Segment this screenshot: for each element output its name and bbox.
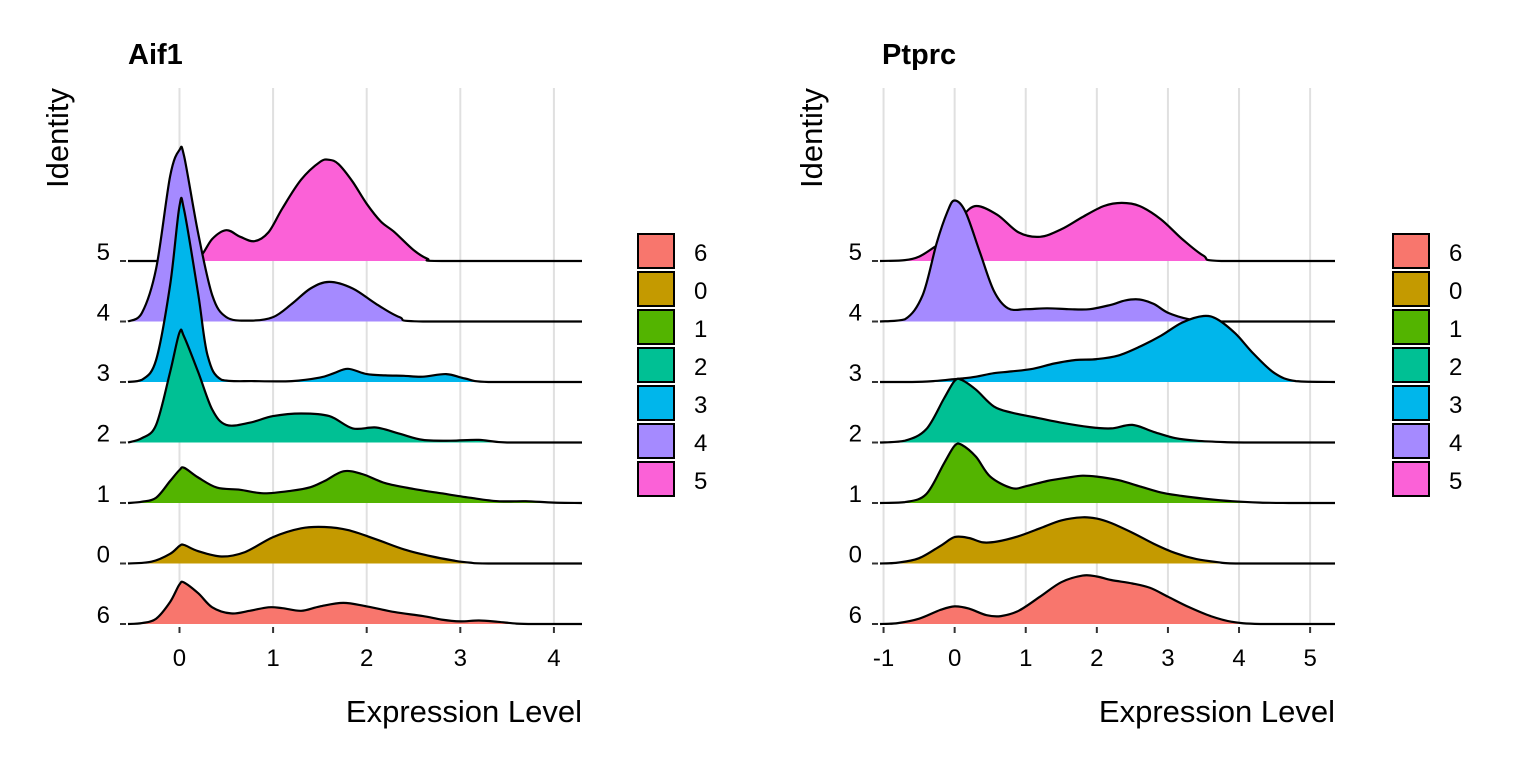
legend-key-0 bbox=[637, 271, 675, 307]
ridge-1-fill bbox=[880, 443, 1335, 503]
legend-label-4: 4 bbox=[1449, 430, 1462, 457]
legend-key-1 bbox=[637, 309, 675, 345]
ridge-6-outline bbox=[127, 580, 582, 626]
x-tick-label: 1 bbox=[266, 645, 279, 672]
ridge-4-outline bbox=[879, 199, 1335, 323]
ridge-1-outline bbox=[879, 442, 1335, 505]
x-tick-label: 3 bbox=[1161, 645, 1174, 672]
ridge-6-outline bbox=[879, 574, 1335, 626]
legend-key-2 bbox=[1392, 347, 1430, 383]
y-tick-label: 2 bbox=[849, 421, 862, 448]
ridge-5-fill bbox=[880, 202, 1335, 261]
ridge-3-fill bbox=[880, 315, 1335, 382]
ridge-1-outline bbox=[127, 466, 583, 505]
ridge-2-fill bbox=[128, 329, 582, 443]
legend-key-4 bbox=[637, 423, 675, 459]
legend-label-0: 0 bbox=[1449, 278, 1462, 305]
ridge-2 bbox=[879, 377, 1335, 444]
y-tick-label: 5 bbox=[849, 239, 862, 266]
x-tick-label: 4 bbox=[547, 645, 560, 672]
ridge-0-fill bbox=[880, 517, 1335, 564]
ridge-6 bbox=[127, 580, 582, 626]
legend-key-6 bbox=[637, 233, 675, 269]
legend-key-3 bbox=[637, 385, 675, 421]
chart-title: Aif1 bbox=[128, 39, 183, 71]
legend-label-2: 2 bbox=[1449, 354, 1462, 381]
y-tick-label: 2 bbox=[97, 421, 110, 448]
legend: 6 0 1 2 3 4 5 bbox=[637, 233, 707, 497]
y-axis-label: Identity bbox=[794, 88, 829, 188]
ridge-6-fill bbox=[880, 575, 1335, 624]
ridge-5 bbox=[128, 158, 582, 263]
legend-label-6: 6 bbox=[1449, 240, 1462, 267]
legend-key-3 bbox=[1392, 385, 1430, 421]
legend-label-0: 0 bbox=[694, 278, 707, 305]
ridge-5-fill bbox=[128, 159, 582, 261]
ridge-0 bbox=[879, 516, 1335, 565]
legend-label-1: 1 bbox=[1449, 316, 1462, 343]
legend-key-5 bbox=[1392, 461, 1430, 497]
legend: 6 0 1 2 3 4 5 bbox=[1392, 233, 1462, 497]
ridge-5-outline bbox=[128, 158, 582, 263]
legend-key-4 bbox=[1392, 423, 1430, 459]
ridge-4-outline bbox=[127, 145, 582, 323]
y-tick-label: 4 bbox=[97, 300, 110, 327]
panel-aif1: 0 1 2 3 4 6 0 1 2 3 4 5 Aif1 Expression Level Identity… bbox=[40, 39, 707, 729]
ridge-1 bbox=[879, 442, 1335, 505]
y-tick-label: 5 bbox=[97, 239, 110, 266]
y-tick-label: 1 bbox=[97, 481, 110, 508]
ridge-2 bbox=[127, 328, 582, 444]
ridge-3 bbox=[880, 314, 1336, 384]
legend-key-0 bbox=[1392, 271, 1430, 307]
legend-label-4: 4 bbox=[694, 430, 707, 457]
ridge-2-outline bbox=[879, 377, 1335, 444]
y-tick-label: 0 bbox=[97, 542, 110, 569]
ridge-0-outline bbox=[879, 516, 1335, 565]
y-tick-label: 4 bbox=[849, 300, 862, 327]
y-tick-label: 0 bbox=[849, 542, 862, 569]
x-tick-label: 2 bbox=[360, 645, 373, 672]
ridge-0-outline bbox=[127, 525, 582, 565]
ridge-2-fill bbox=[880, 378, 1335, 443]
legend-label-1: 1 bbox=[694, 316, 707, 343]
x-tick-label: 5 bbox=[1303, 645, 1316, 672]
ridge-0 bbox=[127, 525, 582, 565]
x-tick-label: 4 bbox=[1232, 645, 1245, 672]
legend-label-3: 3 bbox=[1449, 392, 1462, 419]
x-tick-label: 1 bbox=[1019, 645, 1032, 672]
x-axis-label: Expression Level bbox=[1099, 694, 1335, 729]
legend-label-5: 5 bbox=[1449, 468, 1462, 495]
legend-label-2: 2 bbox=[694, 354, 707, 381]
x-tick-label: 3 bbox=[454, 645, 467, 672]
y-tick-label: 3 bbox=[97, 360, 110, 387]
x-tick-label: 0 bbox=[948, 645, 961, 672]
legend-label-3: 3 bbox=[694, 392, 707, 419]
legend-label-5: 5 bbox=[694, 468, 707, 495]
x-axis-label: Expression Level bbox=[346, 694, 582, 729]
ridge-2-outline bbox=[127, 328, 582, 444]
chart-title: Ptprc bbox=[882, 39, 956, 71]
legend-key-1 bbox=[1392, 309, 1430, 345]
ridge-1 bbox=[127, 466, 583, 505]
y-tick-label: 1 bbox=[849, 481, 862, 508]
legend-key-6 bbox=[1392, 233, 1430, 269]
panel-ptprc: -1 0 1 2 3 4 5 6 0 1 2 3 4 5 Ptprc Expression Level Iden… bbox=[794, 39, 1462, 729]
x-tick-label: 2 bbox=[1090, 645, 1103, 672]
ridge-3-outline bbox=[127, 196, 582, 384]
ridge-4 bbox=[879, 199, 1335, 323]
ridge-6 bbox=[879, 574, 1335, 626]
y-axis-label: Identity bbox=[40, 88, 75, 188]
legend-key-5 bbox=[637, 461, 675, 497]
legend-label-6: 6 bbox=[694, 240, 707, 267]
y-tick-label: 6 bbox=[97, 602, 110, 629]
ridge-1-fill bbox=[128, 467, 582, 503]
legend-key-2 bbox=[637, 347, 675, 383]
x-tick-label: 0 bbox=[173, 645, 186, 672]
ridge-6-fill bbox=[128, 581, 582, 624]
y-tick-label: 3 bbox=[849, 360, 862, 387]
y-tick-label: 6 bbox=[849, 602, 862, 629]
x-tick-label: -1 bbox=[873, 645, 894, 672]
